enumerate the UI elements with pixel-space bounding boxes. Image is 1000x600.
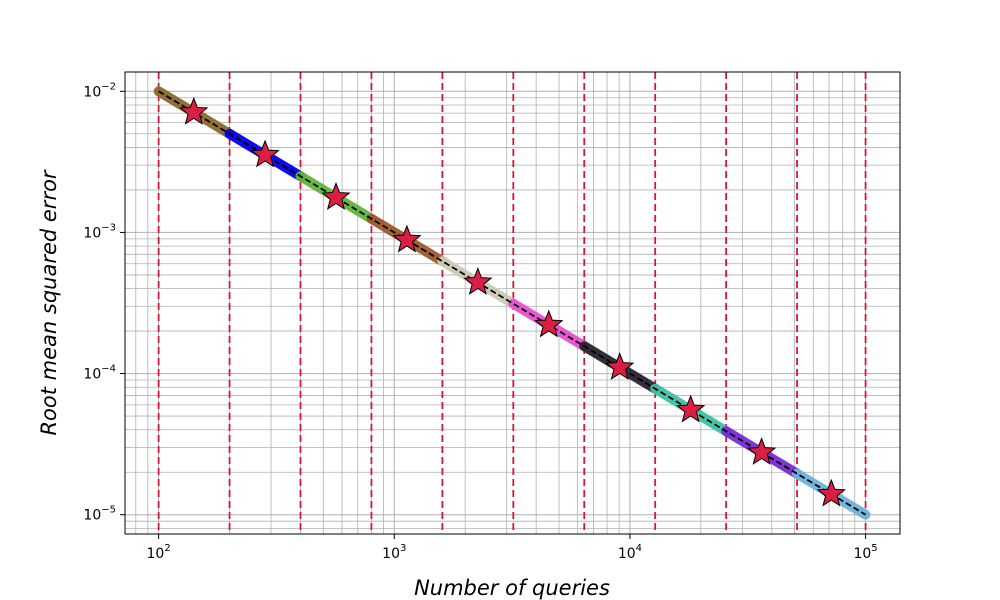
reference-dashed-line <box>158 90 867 516</box>
star-marker <box>605 352 635 380</box>
star-marker <box>179 96 209 125</box>
y-axis-label: Root mean squared error <box>37 169 61 435</box>
x-tick-labels: 102 103 104 105 <box>147 543 878 562</box>
x-tick-label: 102 <box>147 543 171 562</box>
x-tick-label: 103 <box>382 543 406 562</box>
y-tick-labels: 10−2 10−3 10−4 10−5 <box>83 81 116 523</box>
axes-frame <box>124 71 901 535</box>
axes <box>120 71 901 539</box>
y-tick-label: 10−4 <box>83 364 116 383</box>
y-tick-label: 10−5 <box>83 505 116 524</box>
star-marker <box>676 394 706 423</box>
x-axis-label: Number of queries <box>414 576 610 600</box>
star-marker <box>534 309 564 338</box>
star-marker <box>250 139 280 168</box>
y-tick-label: 10−3 <box>83 222 116 241</box>
x-tick-label: 104 <box>618 543 642 562</box>
star-marker <box>463 267 493 295</box>
star-marker <box>392 224 422 253</box>
star-marker <box>321 182 351 210</box>
star-marker <box>816 478 846 507</box>
x-tick-label: 105 <box>853 543 877 562</box>
threshold-lines <box>157 72 867 534</box>
reference-line <box>158 90 867 516</box>
star-markers <box>179 96 846 507</box>
y-tick-label: 10−2 <box>83 81 116 100</box>
star-marker <box>746 437 777 465</box>
